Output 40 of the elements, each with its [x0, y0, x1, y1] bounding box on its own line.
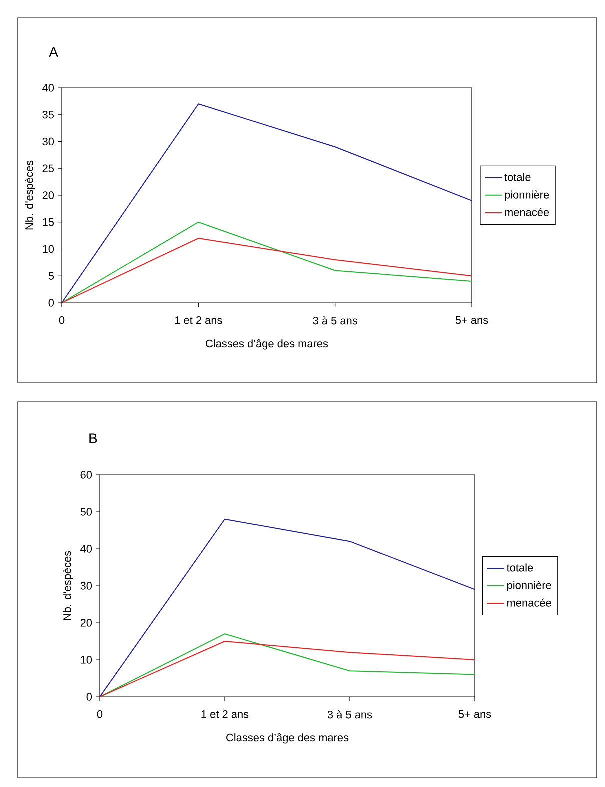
x-tick-label: 3 à 5 ans	[313, 316, 358, 325]
x-axis-title: Classes d’âge des mares	[226, 734, 349, 744]
legend-label: menacée	[505, 208, 550, 216]
y-tick-label: 50	[80, 508, 92, 516]
y-tick-label: 0	[86, 693, 92, 701]
y-tick-label: 60	[80, 471, 92, 479]
chart-title: B	[90, 434, 98, 444]
y-tick-label: 20	[42, 192, 54, 200]
x-tick-label: 5+ ans	[458, 710, 492, 718]
legend-label: pionnière	[505, 190, 550, 201]
x-tick-label: 1 et 2 ans	[175, 316, 222, 324]
x-tick-label: 0	[59, 316, 65, 324]
y-tick-label: 0	[48, 299, 54, 307]
y-tick-label: 40	[42, 84, 54, 92]
y-tick-label: 10	[43, 245, 54, 254]
legend-label: totale	[506, 564, 534, 572]
y-tick-label: 25	[42, 164, 54, 172]
y-tick-label: 15	[43, 218, 54, 226]
legend-label: pionnière	[508, 581, 552, 592]
legend-label: totale	[504, 173, 531, 182]
x-axis-title: Classes d’âge des mares	[206, 340, 328, 350]
line-series	[62, 222, 472, 303]
line-series	[100, 518, 475, 697]
y-tick-label: 10	[81, 656, 92, 664]
x-tick-label: 1 et 2 ans	[202, 710, 249, 718]
y-axis-title: Nb. d'espèces	[25, 160, 36, 230]
legend-label: menacée	[508, 598, 552, 607]
line-series	[62, 104, 472, 303]
line-series	[62, 238, 472, 303]
y-tick-label: 5	[48, 272, 54, 280]
y-tick-label: 20	[80, 619, 92, 627]
x-tick-label: 5+ ans	[456, 316, 488, 324]
x-tick-label: 0	[97, 710, 103, 718]
y-tick-label: 40	[80, 545, 92, 553]
y-tick-label: 30	[42, 138, 54, 146]
chart-title: A	[49, 47, 58, 57]
y-tick-label: 35	[42, 111, 54, 119]
x-tick-label: 3 à 5 ans	[328, 710, 372, 719]
y-axis-title: Nb. d'espèces	[63, 551, 74, 620]
y-tick-label: 30	[80, 582, 92, 590]
